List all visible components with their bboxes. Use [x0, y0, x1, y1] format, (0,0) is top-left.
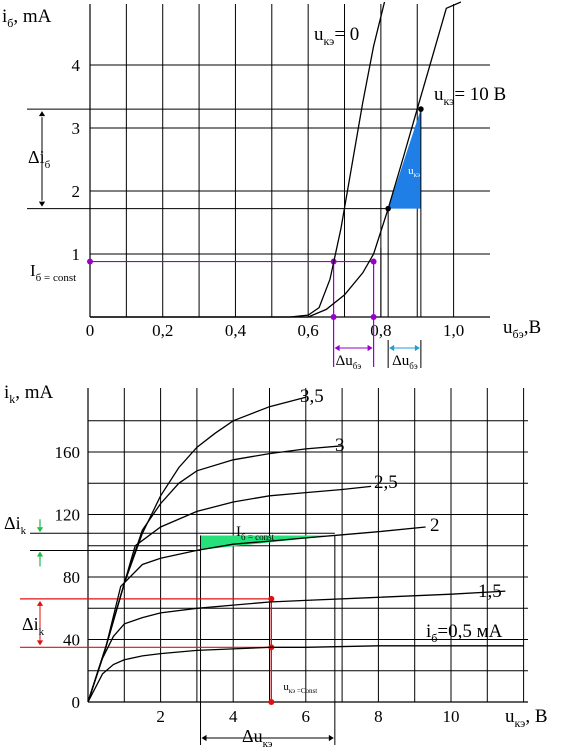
uke-const-label: uкэ =Const — [283, 681, 317, 695]
output-characteristics-chart: 2 4 6 8 10 0 40 80 120 160 ik, mA uкэ, В Iб = const Δ… — [4, 382, 548, 750]
y-axis-label: iб, mA — [2, 6, 52, 30]
delta-ube-label: Δuбэ — [392, 353, 418, 371]
ib-const-label: Iб = const — [30, 261, 76, 284]
x-tick-label: 0,2 — [152, 321, 173, 340]
delta-uke-arrow — [201, 734, 207, 742]
delta-ik-label-lower: Δik — [22, 614, 45, 638]
y-axis-label: ik, mA — [4, 382, 54, 406]
x-tick-label: 0,4 — [225, 321, 247, 340]
series-label: iб=0,5 мА — [426, 621, 503, 645]
curve-ib-5 — [87, 645, 524, 703]
uke-const-label: uкэ =Const — [408, 165, 442, 179]
x-tick-label: 6 — [302, 707, 311, 726]
curve-uke-0 — [90, 1, 386, 318]
ube-axis-point — [330, 314, 337, 320]
series-label: 3 — [335, 435, 345, 456]
y-tick-label: 0 — [72, 693, 81, 712]
series-label-uke-10: uкэ= 10 В — [434, 84, 506, 108]
series-label: 2,5 — [374, 472, 398, 493]
delta-ib-arrow-up — [38, 111, 46, 117]
delta-ib-arrow-down — [38, 201, 46, 207]
ib-const-label: Iб = const — [236, 524, 275, 542]
ube-axis-point — [370, 314, 377, 320]
y-tick-label: 4 — [72, 56, 81, 75]
curve-ib-4 — [87, 590, 506, 703]
x-tick-label: 0,8 — [370, 321, 391, 340]
x-tick-label: 4 — [229, 707, 238, 726]
delta-ik-label-upper: Δik — [4, 513, 27, 537]
shaded-region — [200, 535, 335, 550]
curve-point — [385, 205, 391, 212]
delta-ube-blue-arrow — [389, 344, 395, 352]
delta-ube-purple-arrow — [334, 344, 340, 352]
y-tick-label: 1 — [72, 245, 81, 264]
x-tick-label: 0,6 — [298, 321, 319, 340]
curve-uke-10 — [90, 1, 462, 318]
x-tick-label: 10 — [443, 707, 460, 726]
delta-ube-blue-arrow — [414, 344, 420, 352]
delta-uke-label: Δuкэ — [242, 726, 273, 750]
x-tick-label: 0 — [86, 321, 95, 340]
curve-ib-2 — [87, 485, 372, 703]
x-tick-label: 1,0 — [443, 321, 464, 340]
green-arrow-head — [36, 551, 44, 557]
series-label: 3,5 — [300, 386, 324, 407]
x-tick-label: 2 — [156, 707, 165, 726]
ib-const-point — [87, 258, 93, 265]
y-tick-label: 80 — [63, 568, 80, 587]
y-tick-label: 3 — [72, 119, 81, 138]
y-tick-label: 120 — [55, 506, 81, 525]
delta-ube-label: Δuбэ — [336, 353, 362, 371]
green-arrow-head — [36, 527, 44, 533]
y-tick-label: 2 — [72, 182, 81, 201]
x-axis-label: uбэ,В — [503, 317, 541, 341]
curve-ib-1 — [87, 445, 343, 703]
x-tick-label: 8 — [374, 707, 383, 726]
curve-point — [418, 106, 424, 112]
red-point — [268, 699, 275, 705]
series-label: 2 — [430, 515, 440, 536]
series-label: 1,5 — [478, 581, 502, 602]
input-characteristics-chart: 0 0,2 0,4 0,6 0,8 1,0 1 2 3 4 iб, mA uбэ,В Δiб Iб = c… — [2, 1, 541, 371]
red-arrow-head — [36, 640, 44, 646]
delta-ib-label: Δiб — [28, 147, 51, 171]
red-arrow-head — [36, 600, 44, 606]
delta-triangle — [388, 109, 421, 209]
y-tick-label: 160 — [55, 443, 81, 462]
red-point — [268, 595, 275, 602]
x-axis-label: uкэ, В — [505, 706, 548, 730]
y-tick-label: 40 — [63, 631, 80, 650]
series-label-uke-0: uкэ= 0 — [314, 24, 359, 48]
delta-ube-purple-arrow — [367, 344, 373, 352]
curve-ib-3 — [87, 526, 426, 703]
delta-uke-arrow — [328, 734, 334, 742]
